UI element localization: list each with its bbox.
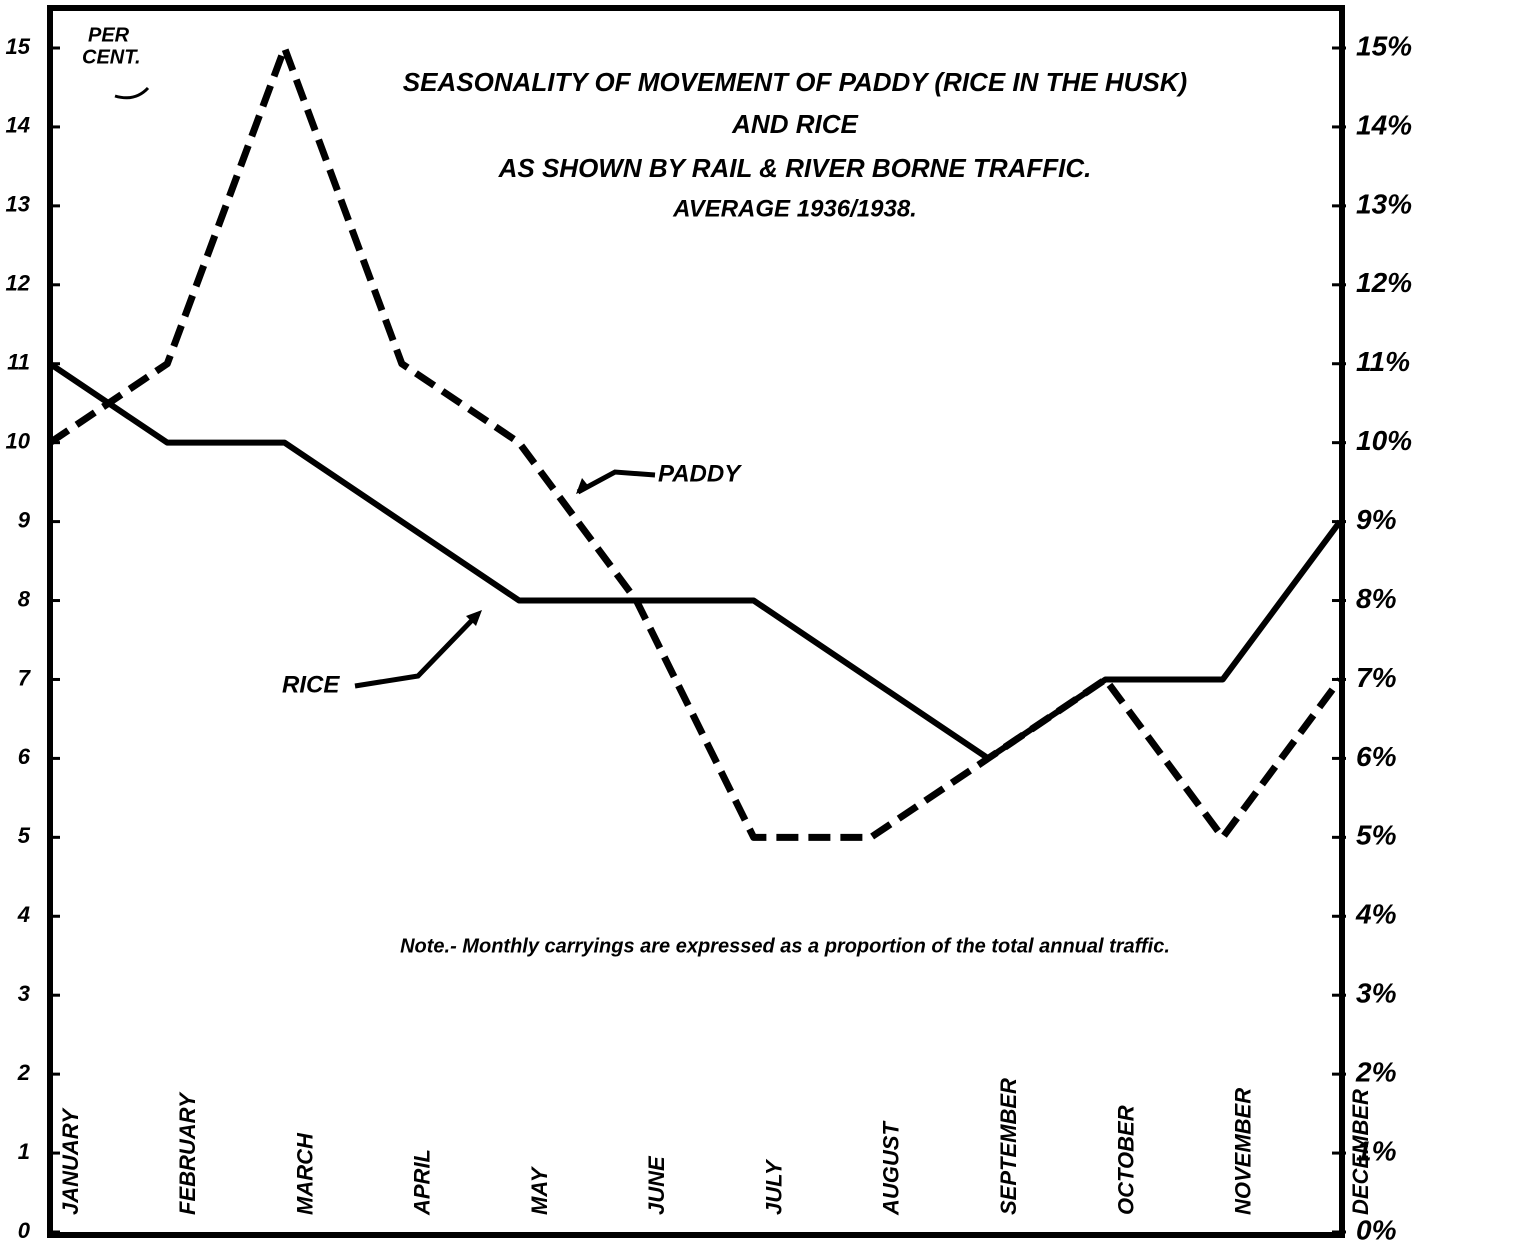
y2-tick-label: 5%: [1356, 820, 1397, 851]
y2-tick-label: 0%: [1356, 1214, 1397, 1245]
series-line: [48, 361, 1343, 762]
annotation-arrow: [576, 478, 590, 494]
series-label: PADDY: [658, 460, 742, 487]
y2-tick-label: 1%: [1356, 1135, 1397, 1166]
y-tick-label: 1: [18, 1139, 30, 1164]
y-tick-label: 15: [6, 34, 31, 59]
chart-title: AVERAGE 1936/1938.: [672, 195, 917, 222]
y-tick-label: 3: [18, 981, 30, 1006]
y-tick-label: 13: [6, 192, 30, 217]
y-tick-label: 7: [18, 665, 32, 690]
x-tick-label: JULY: [761, 1158, 786, 1215]
x-tick-label: JANUARY: [58, 1107, 83, 1215]
y2-tick-label: 11%: [1356, 346, 1410, 377]
y2-tick-label: 13%: [1356, 188, 1412, 219]
y2-tick-label: 4%: [1355, 899, 1397, 930]
y2-tick-label: 12%: [1356, 267, 1412, 298]
y-tick-label: 5: [18, 823, 31, 848]
chart-title: SEASONALITY OF MOVEMENT OF PADDY (RICE I…: [403, 67, 1187, 97]
y2-tick-label: 10%: [1356, 425, 1412, 456]
y2-tick-label: 14%: [1356, 109, 1412, 140]
chart-title: AS SHOWN BY RAIL & RIVER BORNE TRAFFIC.: [498, 153, 1092, 183]
x-tick-label: JUNE: [644, 1155, 669, 1215]
plot-frame: [47, 5, 1345, 1238]
annotation-arrow: [354, 612, 480, 689]
note: Note.- Monthly carryings are expressed a…: [400, 935, 1170, 957]
y2-tick-label: 9%: [1356, 504, 1397, 535]
y2-tick-label: 15%: [1356, 30, 1412, 61]
series-label: RICE: [282, 671, 340, 698]
x-tick-label: DECEMBER: [1348, 1089, 1373, 1215]
annotation-arrow: [576, 469, 656, 495]
y-tick-label: 4: [17, 902, 30, 927]
y-tick-label: 14: [6, 113, 30, 138]
y2-tick-label: 6%: [1356, 741, 1397, 772]
x-tick-label: NOVEMBER: [1231, 1088, 1256, 1215]
y-tick-label: 0: [18, 1218, 31, 1243]
axis-label: CENT.: [82, 46, 141, 68]
x-tick-label: FEBRUARY: [175, 1091, 200, 1215]
y-tick-label: 2: [17, 1060, 31, 1085]
x-tick-label: APRIL: [410, 1149, 435, 1216]
y-tick-label: 12: [6, 271, 31, 296]
x-tick-label: OCTOBER: [1113, 1105, 1138, 1215]
y-tick-label: 9: [18, 507, 31, 532]
y2-tick-label: 7%: [1356, 662, 1397, 693]
y2-tick-label: 3%: [1356, 978, 1397, 1009]
axis-label: PER: [88, 24, 130, 46]
y-tick-label: 8: [18, 586, 31, 611]
x-tick-label: SEPTEMBER: [996, 1078, 1021, 1215]
y-tick-label: 10: [6, 428, 31, 453]
y-tick-label: 6: [18, 744, 31, 769]
series-line: [48, 44, 1343, 841]
x-tick-label: MAY: [527, 1165, 552, 1215]
y2-tick-label: 2%: [1355, 1057, 1397, 1088]
x-tick-label: MARCH: [292, 1132, 317, 1215]
chart-title: AND RICE: [731, 109, 858, 139]
decoration: [114, 86, 150, 100]
y2-tick-label: 8%: [1356, 583, 1397, 614]
annotation-arrow: [466, 610, 482, 626]
y-tick-label: 11: [7, 350, 30, 375]
x-tick-label: AUGUST: [879, 1121, 904, 1216]
